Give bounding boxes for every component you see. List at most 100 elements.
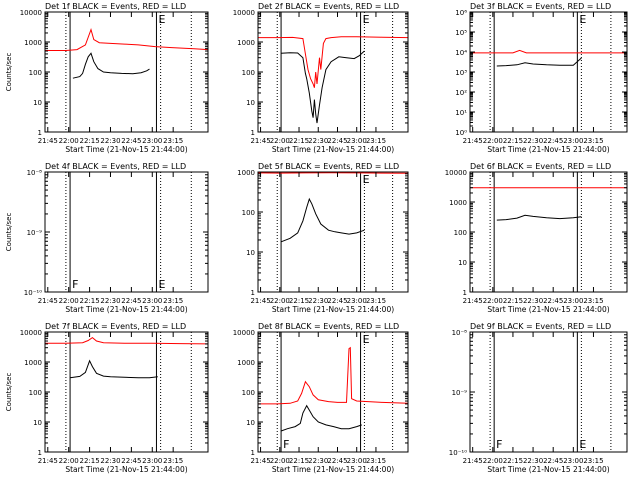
y-tick-label: 1000 — [24, 359, 42, 367]
x-tick-label: 22:15 — [289, 297, 309, 305]
series-events-line — [72, 52, 150, 79]
x-tick-label: 22:00 — [270, 137, 290, 145]
chart-det-3: 10⁰ 10¹ 10² 10³ 10⁴ 10⁵ 10⁶ 21:45 22:00 22:15 22:3… — [455, 2, 628, 154]
y-tick-label: 10⁻⁹ — [452, 389, 468, 397]
marker-letter: E — [363, 13, 370, 26]
x-tick-label: 23:15 — [366, 457, 386, 465]
y-tick-label: 1000 — [24, 39, 42, 47]
x-tick-label: 22:45 — [121, 137, 141, 145]
y-tick-label: 10⁻¹⁰ — [449, 449, 467, 457]
x-tick-label: 23:00 — [563, 137, 583, 145]
x-tick-label: 22:45 — [543, 297, 563, 305]
x-tick-label: 22:15 — [79, 457, 99, 465]
chart-title: Det 5f BLACK = Events, RED = LLD — [258, 162, 399, 171]
x-tick-label: 22:00 — [59, 457, 79, 465]
y-tick-label: 1 — [251, 129, 255, 137]
plot-frame — [469, 331, 628, 453]
y-tick-label: 1 — [251, 449, 255, 457]
x-tick-label: 21:45 — [250, 297, 270, 305]
y-tick-label: 10⁻⁹ — [27, 229, 43, 237]
x-tick-label: 22:15 — [289, 457, 309, 465]
x-tick-label: 22:45 — [327, 137, 347, 145]
x-tick-label: 23:15 — [583, 457, 603, 465]
plot-frame — [257, 331, 409, 453]
series-events-line — [280, 197, 365, 243]
x-tick-label: 22:30 — [308, 137, 328, 145]
chart-det-2: 1 10 100 1000 10000 21:45 22:00 22:15 22:30 22:45… — [233, 2, 409, 154]
chart-title: Det 4f BLACK = Events, RED = LLD — [45, 162, 186, 171]
x-tick-label: 23:15 — [163, 137, 183, 145]
y-tick-label: 100 — [454, 229, 467, 237]
series-lld-line — [45, 336, 209, 345]
y-tick-label: 10 — [33, 419, 42, 427]
plot-frame — [44, 171, 209, 293]
chart-det-5: 1 10 100 1000 21:45 22:00 22:15 22:30 22:45 23:00… — [237, 162, 409, 314]
marker-letter: E — [579, 438, 586, 451]
y-axis-label: Counts/sec — [5, 53, 13, 92]
y-tick-label: 10³ — [455, 69, 467, 77]
y-axis-label: Counts/sec — [5, 213, 13, 252]
y-tick-label: 10⁻⁸ — [27, 169, 43, 177]
y-tick-label: 100 — [242, 389, 255, 397]
x-tick-label: 22:15 — [503, 297, 523, 305]
x-tick-label: 23:15 — [163, 297, 183, 305]
chart-det-8: 1 10 100 1000 10000 21:45 22:00 22:15 22:30 22:45… — [233, 322, 409, 474]
marker-letter: E — [158, 13, 165, 26]
marker-letter: F — [72, 278, 78, 291]
y-tick-label: 10000 — [233, 9, 255, 17]
chart-title: Det 8f BLACK = Events, RED = LLD — [258, 322, 399, 331]
plot-frame — [44, 11, 209, 133]
y-tick-label: 10⁻⁸ — [452, 329, 468, 337]
x-tick-label: 22:30 — [308, 297, 328, 305]
chart-title: Det 3f BLACK = Events, RED = LLD — [470, 2, 611, 11]
x-tick-label: 22:45 — [327, 297, 347, 305]
marker-letter: E — [363, 173, 370, 186]
series-lld-line — [257, 172, 409, 174]
x-tick-label: 23:15 — [583, 137, 603, 145]
y-tick-label: 10¹ — [455, 109, 467, 117]
x-tick-label: 22:15 — [79, 297, 99, 305]
x-tick-label: 22:00 — [59, 297, 79, 305]
x-axis-label: Start Time (21-Nov-15 21:44:00) — [487, 465, 609, 474]
y-tick-label: 10⁻¹⁰ — [24, 289, 42, 297]
x-axis-label: Start Time (21-Nov-15 21:44:00) — [272, 305, 394, 314]
series-lld-line — [258, 36, 409, 88]
x-tick-label: 22:00 — [270, 457, 290, 465]
x-tick-label: 22:00 — [270, 297, 290, 305]
x-tick-label: 22:30 — [100, 137, 120, 145]
chart-det-7: 1 10 100 1000 10000 21:45 22:00 22:15 22:30 22:45… — [5, 322, 209, 474]
y-tick-label: 10⁵ — [455, 29, 467, 37]
x-tick-label: 21:45 — [38, 137, 58, 145]
x-tick-label: 23:00 — [142, 137, 162, 145]
x-tick-label: 22:30 — [523, 297, 543, 305]
x-axis-label: Start Time (21-Nov-15 21:44:00) — [65, 305, 187, 314]
x-tick-label: 21:45 — [463, 137, 483, 145]
y-tick-label: 1000 — [237, 39, 255, 47]
chart-title: Det 2f BLACK = Events, RED = LLD — [258, 2, 399, 11]
chart-title: Det 1f BLACK = Events, RED = LLD — [45, 2, 186, 11]
series-events-line — [496, 214, 582, 221]
y-tick-label: 10 — [246, 99, 255, 107]
y-tick-label: 1000 — [237, 169, 255, 177]
x-tick-label: 22:45 — [121, 297, 141, 305]
x-tick-label: 21:45 — [38, 297, 58, 305]
plot-frame — [469, 11, 628, 133]
x-tick-label: 22:00 — [483, 297, 503, 305]
x-tick-label: 21:45 — [250, 137, 270, 145]
plot-frame — [257, 171, 409, 293]
x-tick-label: 22:45 — [543, 457, 563, 465]
x-tick-label: 21:45 — [250, 457, 270, 465]
x-tick-label: 23:00 — [347, 137, 367, 145]
series-lld-line — [258, 346, 409, 405]
x-tick-label: 22:30 — [523, 457, 543, 465]
chart-title: Det 7f BLACK = Events, RED = LLD — [45, 322, 186, 331]
x-tick-label: 23:15 — [366, 137, 386, 145]
x-tick-label: 21:45 — [38, 457, 58, 465]
x-tick-label: 22:30 — [100, 297, 120, 305]
y-tick-label: 1 — [38, 129, 42, 137]
x-tick-label: 23:15 — [163, 457, 183, 465]
x-tick-label: 22:30 — [100, 457, 120, 465]
y-tick-label: 100 — [242, 69, 255, 77]
x-axis-label: Start Time (21-Nov-15 21:44:00) — [272, 465, 394, 474]
